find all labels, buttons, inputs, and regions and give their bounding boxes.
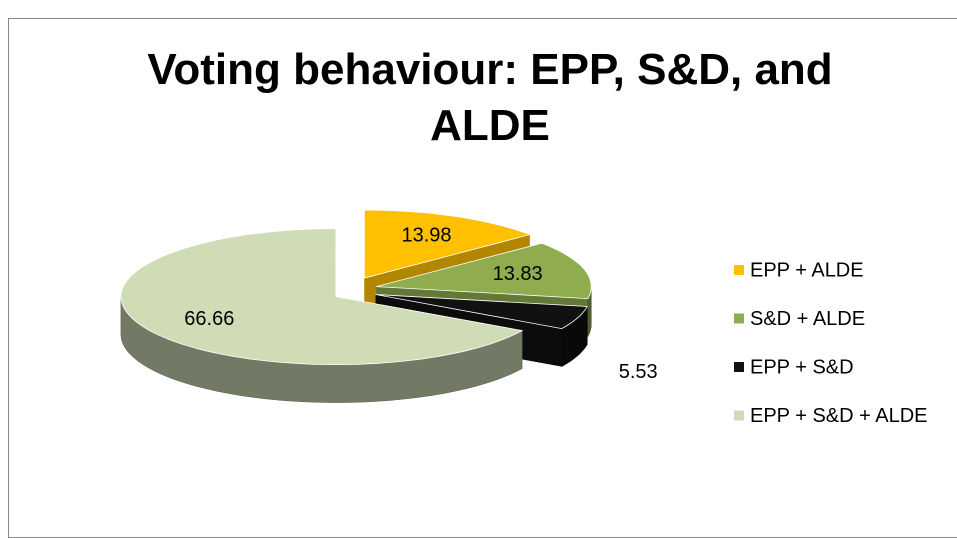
legend-swatch xyxy=(734,313,744,324)
legend-label: EPP + ALDE xyxy=(750,259,864,281)
legend-label: EPP + S&D + ALDE xyxy=(750,405,928,427)
page: Voting behaviour: EPP, S&D, and ALDE 13.… xyxy=(8,18,957,538)
pie-slice xyxy=(376,242,592,300)
data-label: 5.53 xyxy=(619,361,658,383)
legend-swatch xyxy=(734,362,744,372)
chart: 13.98 13.83 5.53 66.66 EPP + ALDE S&D + ALDE E… xyxy=(120,209,928,427)
legend-swatch xyxy=(734,410,744,421)
chart-title: Voting behaviour: EPP, S&D, and ALDE xyxy=(147,45,833,150)
legend-swatch xyxy=(734,265,744,275)
legend-label: S&D + ALDE xyxy=(750,308,865,330)
legend-label: EPP + S&D xyxy=(750,356,854,378)
pie-slice xyxy=(375,294,589,330)
pie-slice xyxy=(120,228,524,366)
pie-slice xyxy=(363,209,532,279)
data-label: 13.98 xyxy=(401,224,451,246)
data-label: 13.83 xyxy=(493,263,543,285)
data-label: 66.66 xyxy=(184,308,234,330)
